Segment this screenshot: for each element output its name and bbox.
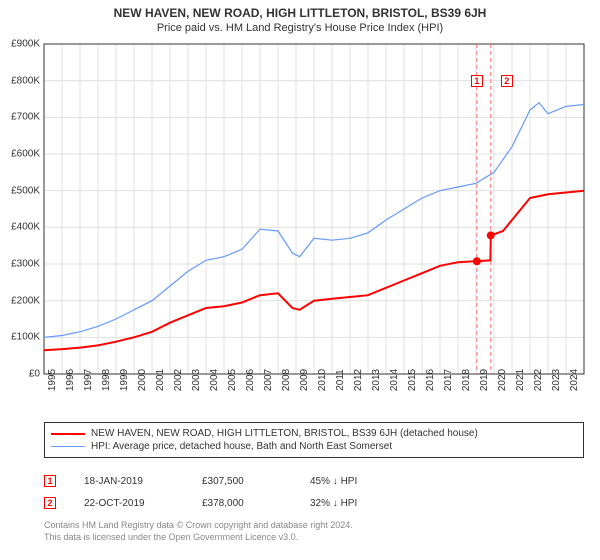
legend-label: NEW HAVEN, NEW ROAD, HIGH LITTLETON, BRI…: [91, 428, 478, 439]
x-tick-label: 2021: [515, 369, 526, 391]
chart-title: NEW HAVEN, NEW ROAD, HIGH LITTLETON, BRI…: [0, 0, 600, 20]
x-tick-label: 2007: [263, 369, 274, 391]
x-tick-label: 2003: [191, 369, 202, 391]
x-tick-label: 1995: [47, 369, 58, 391]
sale-price: £378,000: [202, 498, 282, 509]
x-tick-label: 1998: [101, 369, 112, 391]
chart-subtitle: Price paid vs. HM Land Registry's House …: [0, 20, 600, 34]
footer-line: This data is licensed under the Open Gov…: [44, 532, 584, 544]
sale-pct: 32% ↓ HPI: [310, 498, 357, 509]
x-tick-label: 2002: [173, 369, 184, 391]
x-tick-label: 1999: [119, 369, 130, 391]
y-tick-label: £200K: [0, 295, 40, 306]
x-tick-label: 2001: [155, 369, 166, 391]
x-tick-label: 2011: [335, 369, 346, 391]
footer-line: Contains HM Land Registry data © Crown c…: [44, 520, 584, 532]
y-tick-label: £400K: [0, 222, 40, 233]
x-tick-label: 2019: [479, 369, 490, 391]
x-tick-label: 2005: [227, 369, 238, 391]
chart-marker: 2: [501, 75, 513, 87]
sale-row: 2 22-OCT-2019 £378,000 32% ↓ HPI: [44, 492, 584, 514]
x-tick-label: 2006: [245, 369, 256, 391]
x-tick-label: 2024: [569, 369, 580, 391]
y-tick-label: £300K: [0, 259, 40, 270]
x-tick-label: 2018: [461, 369, 472, 391]
x-tick-label: 1997: [83, 369, 94, 391]
sale-price: £307,500: [202, 476, 282, 487]
sale-marker: 2: [44, 497, 56, 509]
y-tick-label: £700K: [0, 112, 40, 123]
x-tick-label: 2012: [353, 369, 364, 391]
legend-item-property: NEW HAVEN, NEW ROAD, HIGH LITTLETON, BRI…: [51, 427, 577, 440]
legend-label: HPI: Average price, detached house, Bath…: [91, 441, 392, 452]
y-tick-label: £500K: [0, 185, 40, 196]
x-tick-label: 2016: [425, 369, 436, 391]
x-tick-label: 2004: [209, 369, 220, 391]
y-tick-label: £800K: [0, 75, 40, 86]
sale-marker: 1: [44, 475, 56, 487]
chart-marker: 1: [471, 75, 483, 87]
y-tick-label: £900K: [0, 39, 40, 50]
sale-row: 1 18-JAN-2019 £307,500 45% ↓ HPI: [44, 470, 584, 492]
sales-table: 1 18-JAN-2019 £307,500 45% ↓ HPI 2 22-OC…: [44, 470, 584, 514]
x-tick-label: 2015: [407, 369, 418, 391]
legend-swatch: [51, 433, 85, 435]
legend: NEW HAVEN, NEW ROAD, HIGH LITTLETON, BRI…: [44, 422, 584, 458]
legend-swatch: [51, 446, 85, 447]
x-tick-label: 2013: [371, 369, 382, 391]
sale-date: 22-OCT-2019: [84, 498, 174, 509]
sale-pct: 45% ↓ HPI: [310, 476, 357, 487]
y-tick-label: £600K: [0, 149, 40, 160]
footer-attribution: Contains HM Land Registry data © Crown c…: [44, 520, 584, 543]
x-tick-label: 2008: [281, 369, 292, 391]
x-tick-label: 2020: [497, 369, 508, 391]
x-tick-label: 2017: [443, 369, 454, 391]
legend-item-hpi: HPI: Average price, detached house, Bath…: [51, 440, 577, 453]
x-tick-label: 2023: [551, 369, 562, 391]
y-tick-label: £100K: [0, 332, 40, 343]
x-tick-label: 2022: [533, 369, 544, 391]
x-tick-label: 2014: [389, 369, 400, 391]
x-tick-label: 2009: [299, 369, 310, 391]
x-tick-label: 2010: [317, 369, 328, 391]
sale-date: 18-JAN-2019: [84, 476, 174, 487]
x-tick-label: 1996: [65, 369, 76, 391]
y-tick-label: £0: [0, 369, 40, 380]
x-tick-label: 2000: [137, 369, 148, 391]
line-chart: [44, 44, 584, 374]
